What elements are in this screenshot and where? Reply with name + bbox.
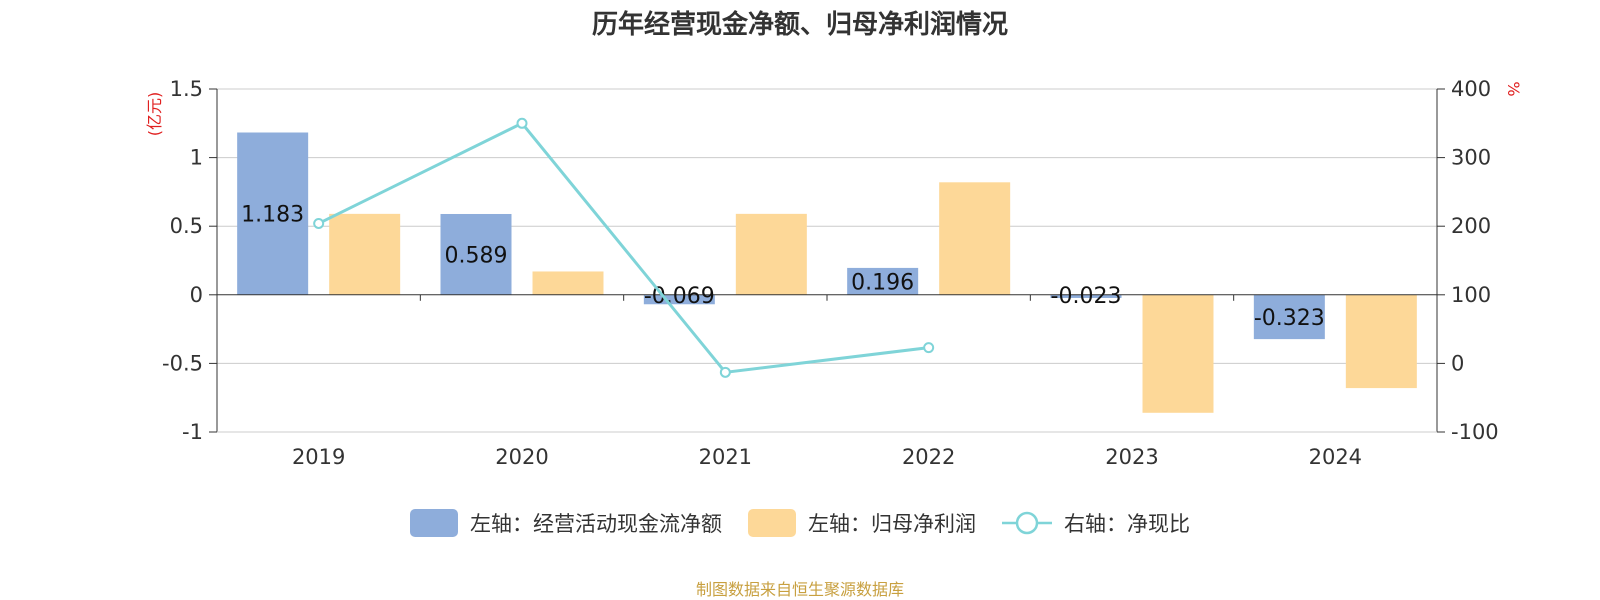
bar-cash-2019 xyxy=(237,132,309,295)
legend-label-cash: 左轴：经营活动现金流净额 xyxy=(470,512,722,536)
left-axis-tick-label: 0.5 xyxy=(170,214,203,238)
left-axis-tick-label: 1.5 xyxy=(170,77,203,101)
bar-cash-2021 xyxy=(643,294,715,305)
ratio-line xyxy=(318,121,929,374)
left-axis-tick-label: 0 xyxy=(190,283,203,307)
data-label-cash-2019: 1.183 xyxy=(241,203,304,228)
ratio-point xyxy=(516,117,528,129)
right-axis-tick-label: 200 xyxy=(1451,214,1491,238)
legend-item-ratio[interactable]: 右轴：净现比 xyxy=(1002,508,1190,538)
source-note: 制图数据来自恒生聚源数据库 xyxy=(695,580,904,599)
left-axis-unit: (亿元) xyxy=(145,92,164,137)
legend-swatch-cash xyxy=(410,509,458,537)
right-axis-tick-label: 400 xyxy=(1451,77,1491,101)
bar-profit-2023 xyxy=(1142,294,1214,413)
left-axis-tick-label: 1 xyxy=(190,146,203,170)
x-axis-tick-label: 2024 xyxy=(1309,445,1362,469)
data-label-cash-2020: 0.589 xyxy=(445,243,508,268)
x-axis-tick-label: 2021 xyxy=(699,445,752,469)
bar-cash-2020 xyxy=(440,213,512,295)
ratio-point xyxy=(719,366,731,378)
legend-item-cash[interactable]: 左轴：经营活动现金流净额 xyxy=(410,508,722,538)
legend-label-profit: 左轴：归母净利润 xyxy=(808,512,976,536)
right-axis-unit: % xyxy=(1504,81,1523,96)
bar-cash-2023 xyxy=(1050,294,1122,298)
bar-cash-2024 xyxy=(1253,294,1325,340)
left-axis-tick-label: -1 xyxy=(182,420,203,444)
data-label-cash-2023: -0.023 xyxy=(1051,284,1122,309)
x-axis-tick-label: 2023 xyxy=(1105,445,1158,469)
right-axis-tick-label: 300 xyxy=(1451,146,1491,170)
data-label-cash-2022: 0.196 xyxy=(851,270,914,295)
right-axis-tick-label: 100 xyxy=(1451,283,1491,307)
legend-label-ratio: 右轴：净现比 xyxy=(1064,512,1190,536)
data-label-cash-2024: -0.323 xyxy=(1254,306,1325,331)
x-axis-tick-label: 2019 xyxy=(292,445,345,469)
bar-cash-2022 xyxy=(847,267,919,295)
right-axis-tick-label: -100 xyxy=(1451,420,1499,444)
bar-profit-2021 xyxy=(735,213,807,295)
right-axis-tick-label: 0 xyxy=(1451,351,1464,375)
legend-swatch-profit xyxy=(748,509,796,537)
x-axis-tick-label: 2022 xyxy=(902,445,955,469)
x-axis-tick-label: 2020 xyxy=(495,445,548,469)
left-axis-tick-label: -0.5 xyxy=(162,351,203,375)
legend: 左轴：经营活动现金流净额 左轴：归母净利润 右轴：净现比 xyxy=(0,508,1600,538)
legend-item-profit[interactable]: 左轴：归母净利润 xyxy=(748,508,976,538)
bar-profit-2020 xyxy=(532,271,604,295)
bar-profit-2024 xyxy=(1345,294,1417,389)
ratio-point xyxy=(923,342,935,354)
ratio-point xyxy=(313,217,325,229)
legend-swatch-ratio xyxy=(1002,511,1052,535)
bar-profit-2019 xyxy=(329,213,401,295)
chart-title: 历年经营现金净额、归母净利润情况 xyxy=(591,10,1008,40)
bar-profit-2022 xyxy=(939,182,1011,295)
